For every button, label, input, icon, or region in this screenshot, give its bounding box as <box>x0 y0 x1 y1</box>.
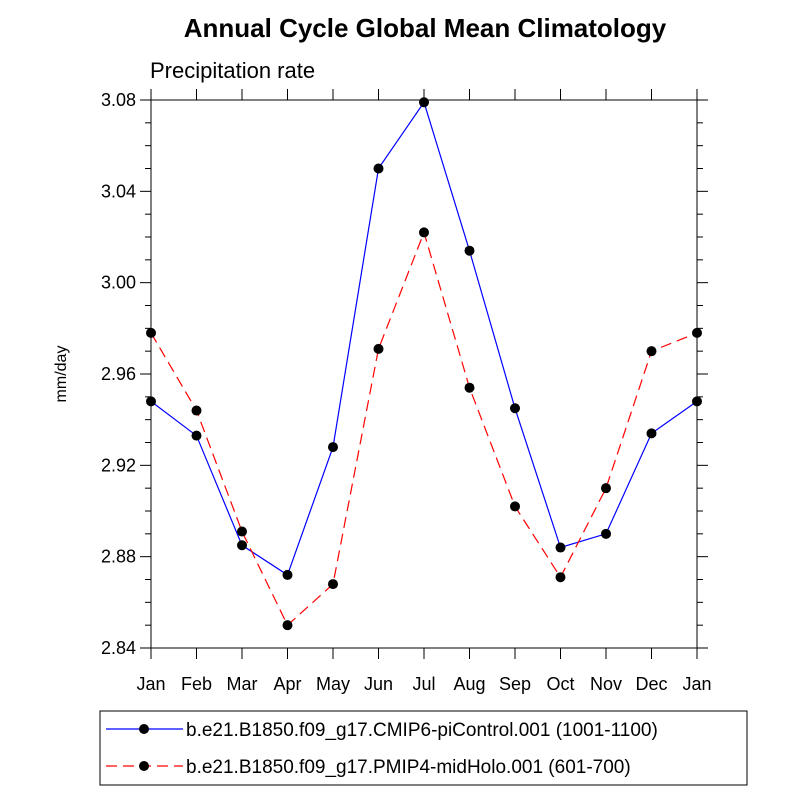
data-point <box>373 163 384 174</box>
legend-label-1: b.e21.B1850.f09_g17.PMIP4-midHolo.001 (6… <box>186 757 631 778</box>
legend: b.e21.B1850.f09_g17.CMIP6-piControl.001 … <box>106 720 658 778</box>
data-point <box>646 346 657 357</box>
y-tick-label: 2.92 <box>101 455 136 475</box>
legend-label-0: b.e21.B1850.f09_g17.CMIP6-piControl.001 … <box>186 720 658 741</box>
y-tick-label: 3.04 <box>101 181 136 201</box>
data-point <box>555 572 566 583</box>
series-line-0 <box>150 100 698 576</box>
x-tick-label: Jan <box>682 674 711 694</box>
y-tick-label: 3.00 <box>101 273 136 293</box>
minor-ticks <box>145 122 703 626</box>
data-point <box>328 442 338 453</box>
x-tick-label: Oct <box>546 674 574 694</box>
data-point <box>601 528 611 539</box>
data-point <box>191 405 202 416</box>
x-tick-label: Dec <box>635 674 667 694</box>
x-tick-label: Jul <box>412 674 435 694</box>
data-point <box>601 483 611 494</box>
series-lines <box>150 100 698 627</box>
y-tick-label: 2.88 <box>101 547 136 567</box>
y-tick-labels: 2.84 2.88 2.92 2.96 3.00 3.04 3.08 <box>101 90 136 658</box>
y-tick-label: 2.96 <box>101 364 136 384</box>
x-tick-label: Aug <box>453 674 485 694</box>
legend-marker-1 <box>139 761 149 771</box>
data-point <box>282 569 293 580</box>
data-point <box>282 620 293 631</box>
data-point <box>237 540 247 551</box>
plot-frame <box>150 99 698 649</box>
y-tick-label: 2.84 <box>101 638 136 658</box>
major-ticks <box>140 89 708 659</box>
chart-subtitle: Precipitation rate <box>150 58 315 83</box>
y-tick-label: 3.08 <box>101 90 136 110</box>
data-point <box>692 396 702 407</box>
data-point <box>146 327 156 338</box>
data-point <box>510 501 520 512</box>
data-point <box>373 343 384 354</box>
series-markers <box>146 97 702 631</box>
data-point <box>510 403 520 414</box>
data-point <box>464 382 475 393</box>
data-point <box>419 97 429 108</box>
series-line-1 <box>150 230 698 627</box>
data-point <box>464 245 475 256</box>
data-point <box>146 396 156 407</box>
data-point <box>646 428 657 439</box>
x-tick-label: Jun <box>364 674 393 694</box>
data-point <box>191 430 202 441</box>
data-point <box>237 526 247 537</box>
x-tick-labels: Jan Feb Mar Apr May Jun Jul Aug Sep Oct Nov Dec Jan <box>136 674 711 694</box>
y-axis-label: mm/day <box>53 346 70 403</box>
data-point <box>419 227 429 238</box>
data-point <box>328 579 338 590</box>
legend-marker-0 <box>139 724 149 734</box>
x-tick-label: Mar <box>227 674 258 694</box>
data-point <box>692 327 702 338</box>
x-tick-label: Apr <box>273 674 301 694</box>
x-tick-label: May <box>316 674 350 694</box>
chart-title: Annual Cycle Global Mean Climatology <box>184 13 667 43</box>
x-tick-label: Sep <box>499 674 531 694</box>
x-tick-label: Jan <box>136 674 165 694</box>
data-point <box>555 542 566 553</box>
x-tick-label: Nov <box>590 674 622 694</box>
legend-box <box>99 710 748 786</box>
x-tick-label: Feb <box>181 674 212 694</box>
